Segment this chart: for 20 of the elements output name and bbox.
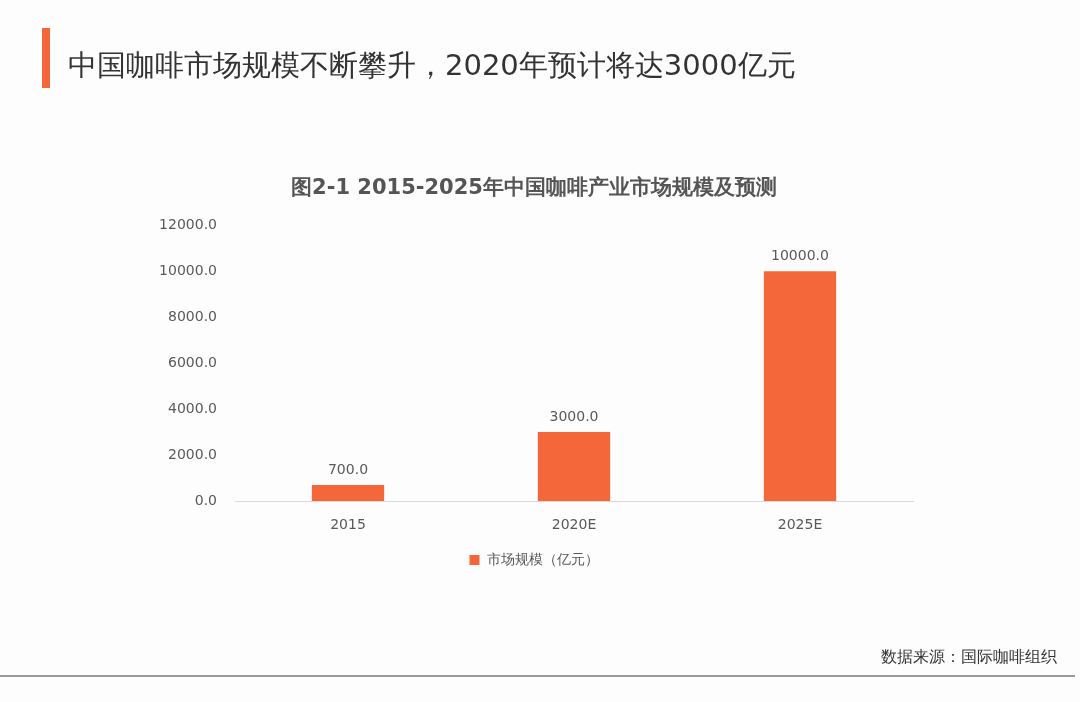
y-tick-label: 4000.0 <box>168 399 217 416</box>
y-tick-label: 10000.0 <box>159 261 217 278</box>
bar <box>763 271 837 501</box>
source-note: 数据来源：国际咖啡组织 <box>881 646 1057 668</box>
y-tick-label: 12000.0 <box>159 215 217 232</box>
y-tick-label: 8000.0 <box>168 307 217 324</box>
y-tick-label: 2000.0 <box>168 445 217 462</box>
legend-label: 市场规模（亿元） <box>486 550 599 567</box>
y-tick-label: 0.0 <box>194 491 217 508</box>
x-tick-label: 2025E <box>777 516 823 533</box>
chart-title: 中国咖啡市场规模不断攀升，2020年预计将达3000亿元 <box>68 47 796 83</box>
y-tick-label: 6000.0 <box>168 353 217 370</box>
data-label: 700.0 <box>327 460 369 477</box>
bar <box>311 484 385 501</box>
bar <box>537 432 611 501</box>
data-label: 10000.0 <box>771 246 829 263</box>
data-label: 3000.0 <box>549 407 599 424</box>
chart-subtitle: 图2-1 2015-2025年中国咖啡产业市场规模及预测 <box>291 175 777 200</box>
x-tick-label: 2020E <box>551 516 597 533</box>
x-tick-label: 2015 <box>330 516 366 533</box>
